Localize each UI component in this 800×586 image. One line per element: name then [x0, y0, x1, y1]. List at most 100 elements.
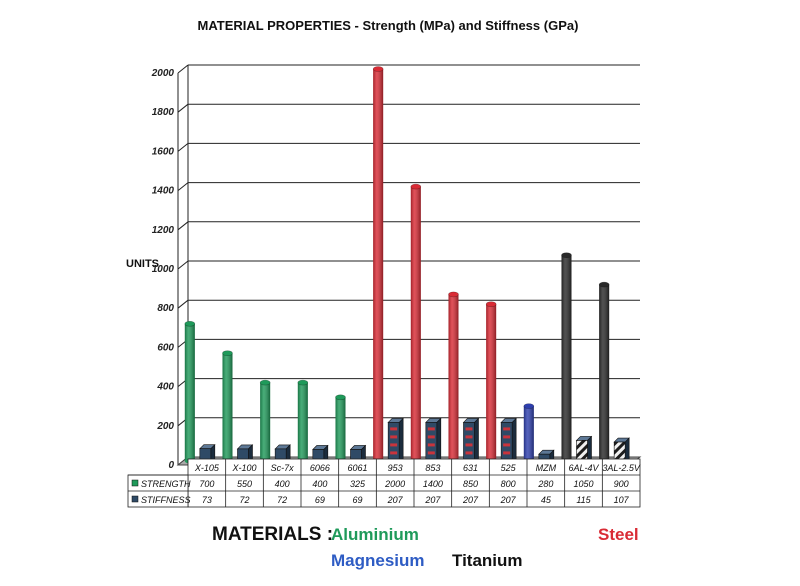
strength-bar-cap	[448, 291, 459, 298]
gridline-side	[177, 143, 189, 152]
materials-heading: MATERIALS :	[212, 524, 333, 545]
stiffness-bar-accent	[427, 443, 435, 447]
strength-bar-shade	[297, 382, 308, 461]
strength-bar-cap	[485, 301, 497, 308]
stiffness-bar-accent	[390, 435, 398, 439]
stiffness-bar-accent	[503, 451, 511, 455]
x-tick-label: X-100	[231, 463, 256, 473]
strength-bar-cap	[335, 394, 346, 401]
x-tick-label: 3AL-2.5V	[602, 463, 641, 473]
table-cell: 207	[462, 495, 479, 505]
table-cell: 325	[350, 479, 366, 489]
table-cell: 400	[275, 479, 290, 489]
stiffness-bar	[462, 417, 480, 464]
table-cell: 400	[312, 479, 327, 489]
strength-bar-cap	[184, 320, 196, 327]
y-tick-label: 1600	[152, 146, 175, 157]
stiffness-bar-side	[511, 417, 517, 464]
table-cell: 1400	[423, 479, 443, 489]
stiffness-bar	[500, 417, 517, 464]
strength-bar-shade	[599, 284, 610, 461]
strength-bar	[184, 320, 196, 464]
gridline-side	[177, 299, 189, 309]
stiffness-bar-accent	[427, 427, 435, 431]
strength-bar-shade	[260, 382, 271, 461]
x-tick-label: 6066	[310, 463, 330, 473]
strength-bar	[448, 291, 459, 464]
legend-magnesium: Magnesium	[331, 551, 425, 570]
stiffness-bar-accent	[465, 435, 473, 439]
x-tick-label: 953	[388, 463, 403, 473]
legend-aluminium: Aluminium	[331, 525, 419, 544]
stiffness-bar	[425, 417, 442, 464]
strength-bar	[598, 281, 610, 464]
y-tick-labels: 0 200 400 600 800 1000 1200 1400 1600 1800 2000	[151, 68, 175, 471]
table-cell: 1050	[573, 479, 593, 489]
table-row-label: STIFFNESS	[141, 495, 191, 505]
strength-bar-cap	[222, 350, 233, 357]
legend-titanium: Titanium	[452, 551, 523, 570]
table-cell: 207	[424, 495, 441, 505]
table-cell: 115	[576, 495, 591, 505]
strength-bar-shade	[523, 406, 534, 461]
table-cell: 69	[352, 495, 362, 505]
x-tick-label: 525	[501, 463, 517, 473]
stiffness-bar-side	[474, 417, 479, 464]
y-tick-label: 1400	[152, 186, 175, 197]
gridline-side	[177, 64, 189, 74]
strength-bar	[410, 183, 422, 464]
stiffness-bar-side	[398, 417, 404, 464]
stiffness-bar-accent	[465, 443, 473, 447]
stiffness-bar-accent	[503, 427, 511, 431]
stiffness-bar-accent	[390, 443, 398, 447]
strength-bar-cap	[372, 66, 384, 72]
stiffness-bar-accent	[465, 451, 473, 455]
materials-legend: MATERIALS : Aluminium Steel Magnesium Ti…	[212, 524, 639, 570]
gridline-side	[177, 260, 189, 270]
strength-bar	[561, 252, 572, 464]
table-cell: 550	[237, 479, 252, 489]
gridline-side	[177, 103, 189, 113]
table-cell: 72	[277, 495, 287, 505]
strength-bar-shade	[410, 186, 421, 461]
stiffness-bar	[274, 444, 291, 464]
x-tick-label: X-105	[194, 463, 220, 473]
table-row-label: STRENGTH	[141, 479, 191, 489]
stiffness-bar-accent	[427, 451, 435, 455]
y-tick-label: 1000	[152, 264, 175, 275]
strength-bar	[372, 66, 384, 464]
strength-bar	[259, 379, 271, 464]
stiffness-bar-side	[436, 417, 442, 464]
data-table: X-105 X-100 Sc-7x 6066 6061 953 853 631 525 MZM 6A…	[127, 458, 641, 508]
stiffness-bar	[236, 444, 254, 464]
y-tick-label: 1200	[152, 225, 175, 236]
table-cell: 700	[199, 479, 214, 489]
x-tick-label: 631	[463, 463, 478, 473]
strength-bar-shade	[486, 304, 497, 461]
x-tick-label: Sc-7x	[271, 463, 295, 473]
y-tick-label: 0	[168, 460, 174, 471]
stiffness-bar-accent	[427, 435, 435, 439]
stiffness-bar-accent	[503, 443, 511, 447]
y-axis-label: UNITS	[126, 258, 159, 270]
strength-bar-cap	[297, 379, 309, 386]
table-legend-swatch	[131, 495, 139, 503]
y-tick-label: 800	[157, 303, 174, 314]
strength-bar	[485, 301, 497, 464]
strength-bar-shade	[335, 397, 346, 461]
table-cell: 72	[239, 495, 249, 505]
table-cell: 280	[537, 479, 553, 489]
stiffness-bar-accent	[390, 427, 398, 431]
y-tick-label: 2000	[151, 68, 175, 79]
strength-bar-shade	[561, 255, 572, 461]
strength-bar	[222, 350, 233, 464]
x-tick-label: 6AL-4V	[568, 463, 599, 473]
table-cell: 207	[500, 495, 517, 505]
strength-bar-cap	[523, 403, 535, 409]
strength-bar	[523, 403, 535, 464]
legend-steel: Steel	[598, 525, 639, 544]
stiffness-bar	[387, 417, 404, 464]
table-cell: 2000	[384, 479, 405, 489]
strength-bar-cap	[598, 281, 610, 288]
